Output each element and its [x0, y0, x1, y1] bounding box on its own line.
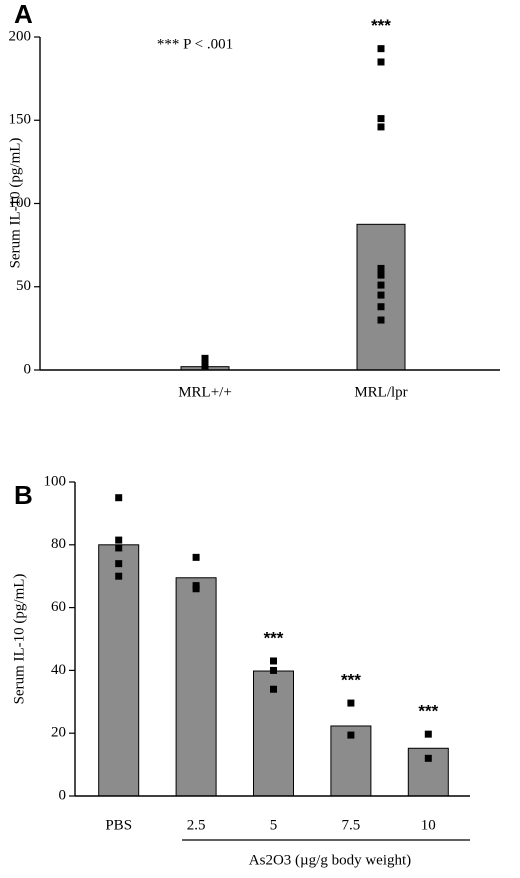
bar: [175, 577, 217, 797]
annotation: *** P < .001: [157, 36, 233, 52]
bar: [98, 544, 140, 797]
data-point: [377, 264, 385, 272]
y-tick-label: 100: [44, 473, 67, 489]
data-point: [377, 316, 385, 324]
y-tick-label: 200: [9, 28, 32, 44]
y-tick-label: 50: [16, 278, 31, 294]
y-tick-label: 80: [51, 536, 66, 552]
data-point: [347, 731, 355, 739]
panel-label: B: [14, 480, 33, 510]
significance-label: ***: [418, 702, 438, 721]
y-tick-label: 100: [9, 195, 32, 211]
significance-label: ***: [264, 628, 284, 647]
x-tick-label: 2.5: [187, 817, 206, 833]
y-tick-label: 150: [9, 112, 32, 128]
x-tick-label: MRL+/+: [178, 384, 232, 400]
data-point: [192, 585, 200, 593]
data-point: [347, 699, 355, 707]
y-tick-label: 0: [24, 361, 32, 377]
x-tick-label: PBS: [105, 817, 132, 833]
data-point: [377, 303, 385, 311]
data-point: [377, 115, 385, 123]
x-tick-label: MRL/lpr: [354, 384, 407, 400]
data-point: [377, 45, 385, 53]
data-point: [377, 271, 385, 279]
x-tick-label: 5: [270, 817, 278, 833]
significance-label: ***: [371, 16, 391, 35]
x-tick-label: 7.5: [342, 817, 361, 833]
data-point: [192, 553, 200, 561]
y-axis-label: Serum IL-10 (pg/mL): [11, 574, 27, 705]
data-point: [377, 291, 385, 299]
y-tick-label: 60: [51, 599, 66, 615]
data-point: [377, 281, 385, 289]
panel-label: A: [14, 0, 33, 29]
data-point: [270, 685, 277, 693]
y-axis-label: Serum IL-10 (pg/mL): [7, 138, 23, 269]
x-axis-label: As2O3 (µg/g body weight): [249, 852, 411, 868]
y-tick-label: 20: [51, 725, 66, 741]
y-tick-label: 40: [51, 662, 66, 678]
data-point: [377, 123, 385, 131]
data-point: [270, 657, 277, 665]
data-point: [270, 666, 277, 674]
data-point: [201, 354, 209, 362]
data-point: [115, 494, 123, 502]
y-tick-label: 0: [59, 787, 67, 803]
data-point: [115, 572, 123, 580]
significance-label: ***: [341, 671, 361, 690]
data-point: [115, 560, 123, 568]
data-point: [377, 58, 385, 66]
x-tick-label: 10: [421, 817, 436, 833]
data-point: [115, 544, 123, 552]
data-point: [424, 754, 432, 762]
data-point: [115, 536, 123, 544]
data-point: [201, 362, 209, 370]
data-point: [424, 730, 432, 738]
